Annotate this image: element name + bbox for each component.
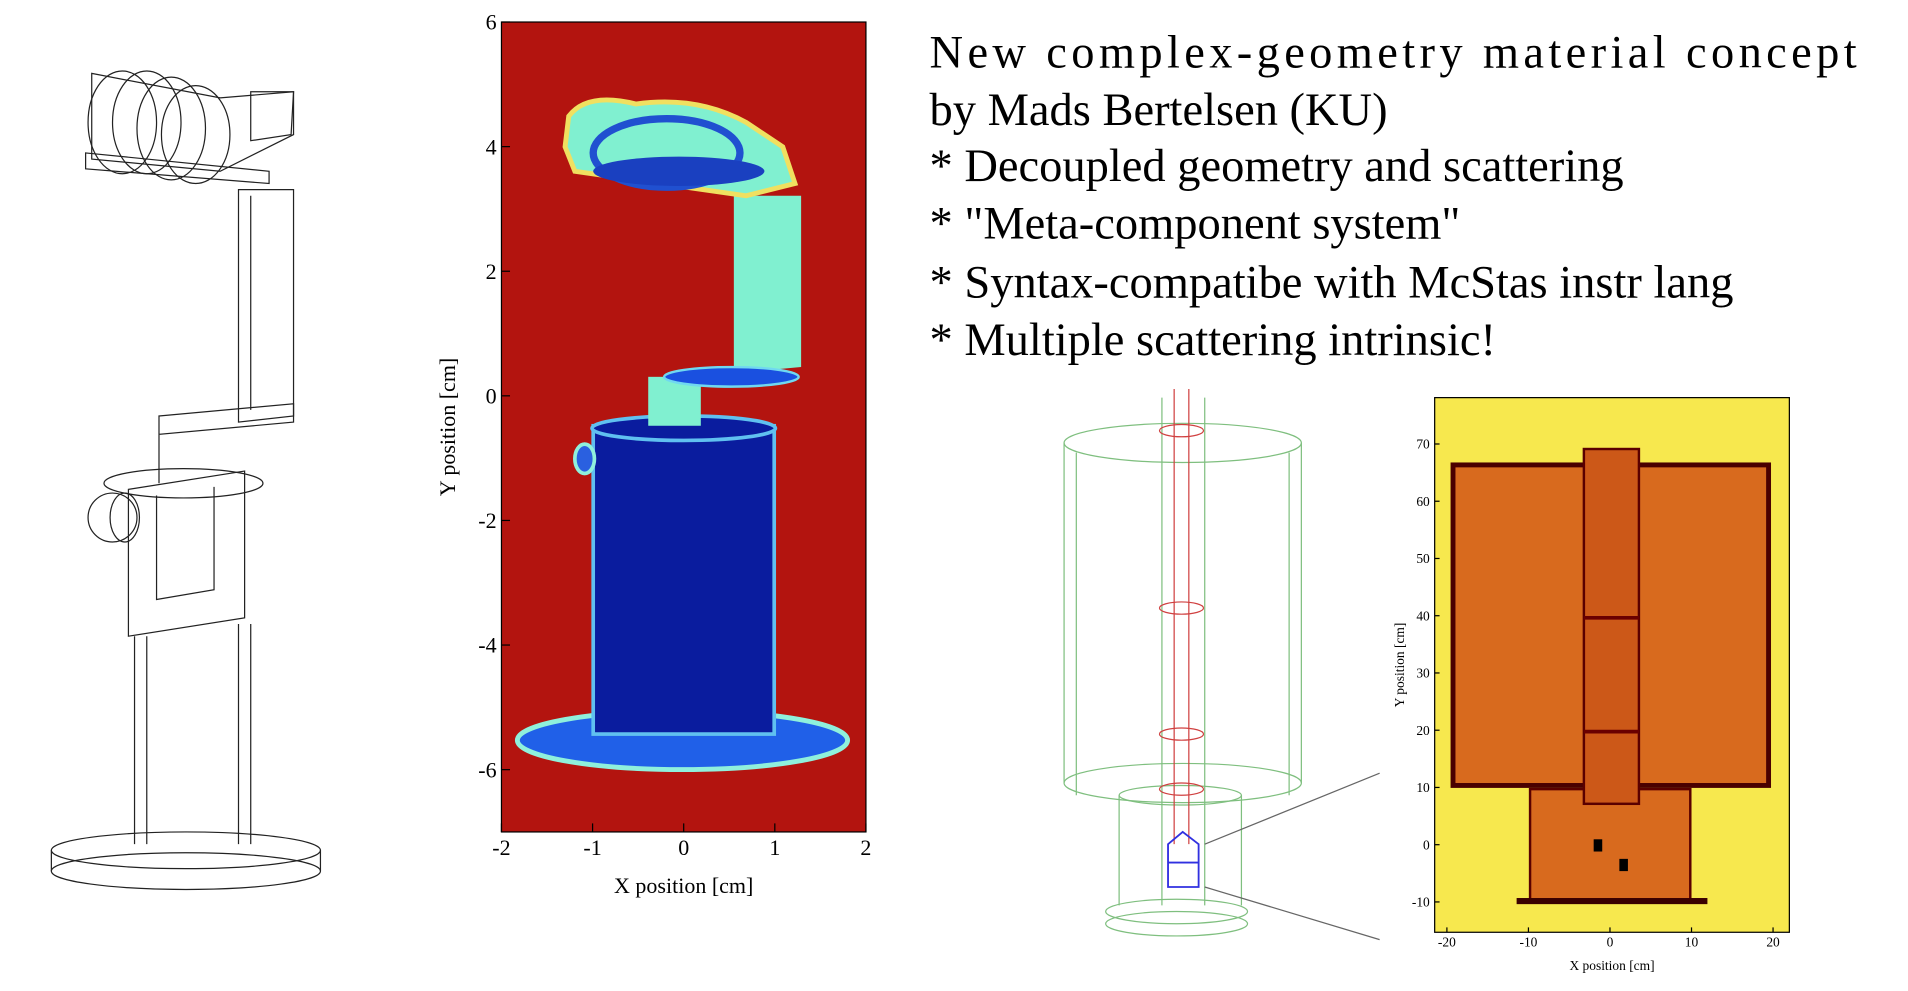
x-tick-label: 10 <box>1685 934 1699 949</box>
bullet: * Multiple scattering intrinsic! <box>930 315 1496 366</box>
y-tick-label: 0 <box>486 384 497 409</box>
title-line: New complex-geometry material concept <box>930 27 1857 78</box>
x-axis-label: X position [cm] <box>1569 958 1654 973</box>
y-axis-label: Y position [cm] <box>435 358 460 497</box>
x-axis-label: X position [cm] <box>614 873 753 898</box>
y-tick-label: -6 <box>478 757 496 782</box>
title-line: by Mads Bertelsen (KU) <box>930 85 1388 136</box>
y-tick-label: 20 <box>1416 723 1430 738</box>
y-tick-label: 0 <box>1423 837 1430 852</box>
wireframe-right <box>1064 389 1380 940</box>
y-tick-label: -4 <box>478 633 496 658</box>
y-tick-label: 50 <box>1416 551 1430 566</box>
x-tick-label: -2 <box>492 835 510 860</box>
y-tick-label: 30 <box>1416 666 1430 681</box>
bullet: * Syntax-compatibe with McStas instr lan… <box>930 257 1734 308</box>
bullet: * Decoupled geometry and scattering <box>930 141 1624 192</box>
y-tick-label: 60 <box>1416 494 1430 509</box>
x-tick-label: 2 <box>860 835 871 860</box>
y-tick-label: -2 <box>478 508 496 533</box>
plot-image-2 <box>1435 398 1790 933</box>
y-tick-label: -10 <box>1412 895 1430 910</box>
x-tick-label: 1 <box>769 835 780 860</box>
page: New complex-geometry material concept by… <box>0 0 1908 991</box>
x-tick-label: 0 <box>1607 934 1614 949</box>
x-tick-label: 20 <box>1766 934 1780 949</box>
y-tick-label: 4 <box>486 134 497 159</box>
wireframe-left <box>51 71 320 889</box>
plot-image-1 <box>501 22 865 832</box>
y-tick-label: 2 <box>486 259 497 284</box>
y-tick-label: 70 <box>1416 437 1430 452</box>
y-axis-label: Y position [cm] <box>1392 623 1407 708</box>
y-tick-label: 40 <box>1416 608 1430 623</box>
y-tick-label: 10 <box>1416 780 1430 795</box>
y-tick-label: 6 <box>486 10 497 35</box>
x-tick-label: -10 <box>1519 934 1537 949</box>
x-tick-label: -20 <box>1438 934 1456 949</box>
x-tick-label: -1 <box>583 835 601 860</box>
slide: New complex-geometry material concept by… <box>0 0 1908 991</box>
x-tick-label: 0 <box>678 835 689 860</box>
bullet: * "Meta-component system" <box>930 199 1461 250</box>
